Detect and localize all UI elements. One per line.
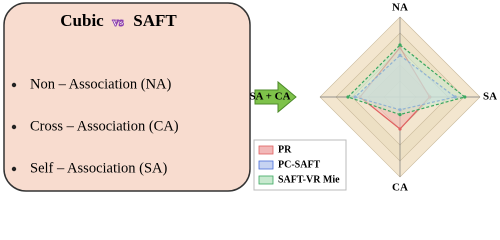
series-point bbox=[398, 43, 402, 47]
series-point bbox=[346, 95, 350, 99]
legend-label: PC-SAFT bbox=[278, 159, 321, 170]
arrow bbox=[254, 80, 297, 114]
axis-label: NA bbox=[392, 2, 408, 14]
bullet-dot bbox=[11, 82, 17, 88]
page: {"panel": {"title_left": "Cubic", "title… bbox=[3, 1, 498, 194]
legend-swatch bbox=[258, 160, 274, 170]
title-vs: vs bbox=[112, 14, 124, 29]
bullet-dot bbox=[11, 166, 17, 172]
legend-swatch bbox=[258, 145, 274, 155]
title-right: SAFT bbox=[133, 11, 177, 30]
axis-label: SA bbox=[483, 91, 497, 103]
panel-box bbox=[3, 2, 251, 192]
bullet-text: Self – Association (SA) bbox=[30, 160, 168, 176]
legend-swatch bbox=[258, 175, 274, 185]
bullet-list: Non – Association (NA) Cross – Associatio… bbox=[11, 76, 179, 176]
series-point bbox=[463, 95, 467, 99]
radar-chart: NA SA CA SA + CA bbox=[249, 2, 497, 194]
legend-label: PR bbox=[278, 144, 292, 155]
legend-label: SAFT-VR Mie bbox=[278, 174, 340, 185]
bullet-text: Cross – Association (CA) bbox=[30, 118, 179, 134]
axis-label: SA + CA bbox=[249, 91, 290, 103]
series-point bbox=[398, 127, 402, 131]
title-left: Cubic bbox=[60, 11, 104, 30]
legend: PR PC-SAFT SAFT-VR Mie bbox=[258, 144, 340, 185]
bullet-dot bbox=[11, 124, 17, 130]
axis-label: CA bbox=[392, 182, 408, 194]
bullet-text: Non – Association (NA) bbox=[30, 76, 172, 92]
figure: Cubic vs SAFT Non – Association (NA) Cros… bbox=[3, 2, 497, 194]
series-point bbox=[398, 113, 402, 117]
